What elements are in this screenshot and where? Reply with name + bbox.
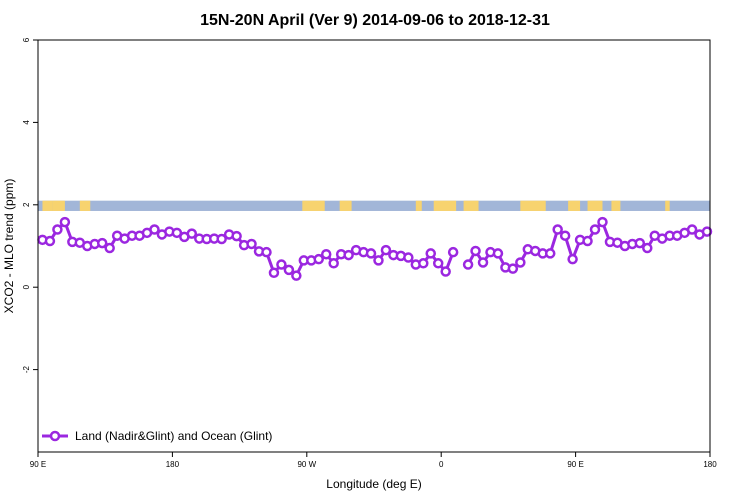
data-point [559, 230, 571, 241]
map-strip [38, 200, 710, 211]
data-point [425, 248, 436, 259]
data-point [276, 259, 287, 270]
data-point [686, 224, 698, 235]
data-point [59, 216, 71, 228]
y-axis: -2 0 2 4 6 [22, 37, 38, 373]
map-land [611, 200, 621, 211]
plot-frame [37, 39, 711, 453]
data-point [418, 258, 429, 269]
data-point [380, 244, 392, 256]
data-point [328, 258, 339, 269]
y-tick-label: 2 [22, 202, 31, 207]
data-point [320, 248, 332, 260]
map-land [415, 200, 422, 211]
y-tick-label: 6 [22, 37, 31, 42]
x-tick-label: 90 E [30, 460, 46, 469]
data-point [582, 235, 593, 247]
x-tick-label: 90 W [297, 460, 316, 469]
map-land [79, 200, 91, 211]
map-land [568, 200, 581, 211]
map-land [463, 200, 479, 211]
y-tick-label: 4 [22, 120, 31, 125]
map-land [339, 200, 352, 211]
data-point [44, 235, 56, 247]
x-tick-label: 0 [439, 460, 444, 469]
y-tick-label: -2 [22, 365, 31, 373]
data-point [462, 259, 474, 270]
data-point [552, 224, 563, 235]
x-tick-label: 90 E [567, 460, 583, 469]
y-axis-label: XCO2 - MLO trend (ppm) [2, 179, 16, 314]
data-point [313, 253, 324, 265]
chart-title: 15N-20N April (Ver 9) 2014-09-06 to 2018… [200, 12, 550, 29]
data-point [634, 237, 646, 249]
data-point [343, 249, 354, 261]
data-point [470, 245, 481, 257]
data-point [477, 257, 489, 268]
data-point [567, 253, 578, 265]
legend-label: Land (Nadir&Glint) and Ocean (Glint) [75, 429, 272, 443]
map-land [302, 200, 325, 211]
data-point [507, 263, 519, 274]
data-point [104, 242, 115, 254]
data-point [268, 267, 280, 279]
map-land [42, 200, 53, 211]
data-point [96, 237, 108, 249]
series-line [42, 220, 455, 278]
data-point [515, 257, 526, 268]
map-land [520, 200, 546, 211]
y-tick-label: 0 [22, 284, 31, 289]
data-point [246, 238, 257, 250]
data-point [403, 252, 414, 263]
data-point [432, 258, 444, 269]
map-ocean [38, 200, 710, 211]
data-point [597, 216, 608, 228]
map-land [52, 200, 65, 211]
data-point [440, 266, 451, 277]
data-point [149, 224, 160, 235]
legend-marker [49, 430, 61, 442]
data-point [216, 233, 227, 245]
data-point [231, 230, 242, 242]
data-point [589, 224, 601, 235]
x-tick-label: 180 [703, 460, 717, 469]
data-point [52, 224, 63, 235]
data-point [365, 248, 377, 259]
data-point [283, 264, 295, 276]
data-point [171, 227, 183, 239]
data-point [642, 242, 653, 254]
data-point [544, 248, 556, 259]
x-axis: 90 E 180 90 W 0 90 E 180 [30, 452, 717, 469]
map-land [433, 200, 457, 211]
data-point [291, 270, 302, 281]
map-land [587, 200, 603, 211]
data-point [186, 228, 198, 239]
data-point [492, 248, 504, 259]
series-layer [37, 216, 713, 281]
data-point [447, 246, 459, 258]
data-point [373, 255, 384, 266]
x-tick-label: 180 [166, 460, 180, 469]
x-axis-label: Longitude (deg E) [326, 477, 421, 491]
legend: Land (Nadir&Glint) and Ocean (Glint) [42, 429, 272, 443]
map-land [665, 200, 670, 211]
data-point [701, 226, 713, 237]
data-point [261, 246, 272, 258]
